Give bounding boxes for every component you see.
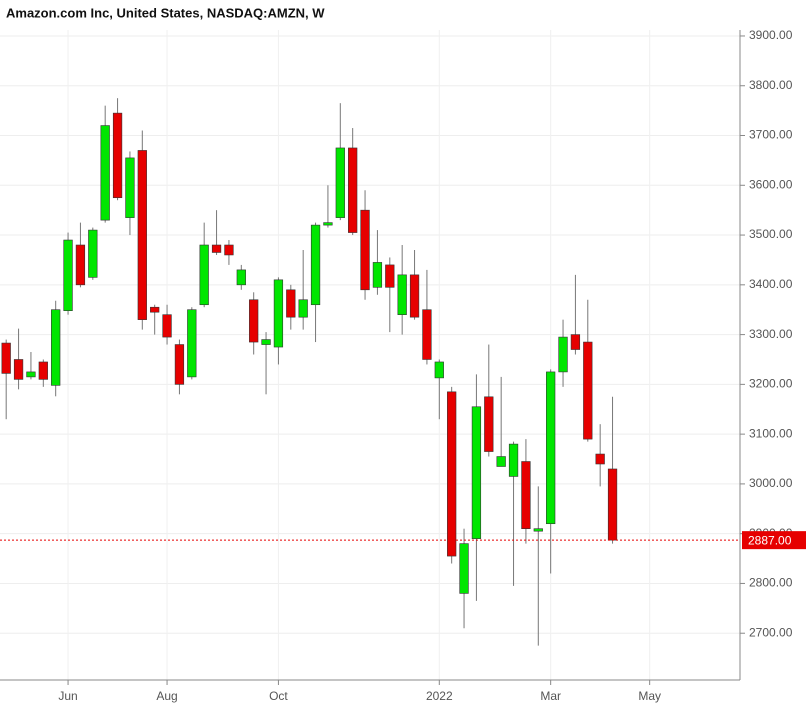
- candle-body: [51, 309, 61, 386]
- x-tick-label: 2022: [426, 689, 453, 703]
- candle-body: [13, 359, 24, 380]
- candle-body: [112, 112, 123, 199]
- y-tick-label: 2700.00: [749, 625, 793, 639]
- y-tick-label: 3200.00: [749, 377, 793, 391]
- y-tick-label: 3700.00: [749, 128, 793, 142]
- candle-body: [273, 279, 284, 348]
- candle-body: [249, 299, 259, 343]
- candle-body: [595, 453, 605, 465]
- candle-body: [434, 361, 444, 379]
- candle-body: [459, 543, 469, 594]
- y-tick-label: 2800.00: [749, 576, 793, 590]
- last-price-box: [742, 531, 806, 550]
- candle-body: [261, 339, 271, 345]
- candle-body: [224, 244, 234, 256]
- x-tick-label: May: [638, 689, 661, 703]
- candle-body: [187, 309, 197, 378]
- x-tick-label: Oct: [269, 689, 288, 703]
- candle-body: [533, 528, 543, 532]
- candle-body: [496, 456, 506, 467]
- candle-body: [137, 150, 147, 320]
- y-tick-label: 3300.00: [749, 327, 793, 341]
- candle-body: [323, 222, 333, 226]
- y-tick-label: 3900.00: [749, 28, 793, 42]
- x-tick-label: Jun: [58, 689, 77, 703]
- y-tick-label: 3000.00: [749, 476, 793, 490]
- candle-body: [310, 224, 321, 306]
- y-tick-label: 3800.00: [749, 78, 793, 92]
- candle-body: [100, 125, 110, 221]
- candle-body: [360, 209, 370, 291]
- candle-body: [471, 406, 482, 539]
- candle-body: [385, 264, 395, 288]
- x-tick-label: Mar: [540, 689, 561, 703]
- chart-title: Amazon.com Inc, United States, NASDAQ:AM…: [6, 5, 325, 20]
- candle-body: [348, 147, 358, 233]
- candle-body: [162, 314, 172, 338]
- candle-body: [546, 371, 556, 525]
- candle-body: [521, 461, 531, 529]
- candle-body: [397, 274, 407, 315]
- y-tick-label: 3100.00: [749, 426, 793, 440]
- candle-body: [372, 262, 383, 288]
- candle-body: [508, 443, 519, 477]
- last-price-label: 2887.00: [748, 533, 792, 547]
- candle-body: [286, 289, 296, 318]
- candle-body: [174, 344, 185, 385]
- candle-body: [63, 239, 73, 312]
- candle-body: [607, 468, 618, 541]
- candle-body: [38, 361, 48, 380]
- y-tick-label: 3400.00: [749, 277, 793, 291]
- candle-body: [409, 274, 420, 318]
- candle-body: [583, 341, 593, 440]
- candle-body: [484, 396, 494, 452]
- candle-body: [125, 157, 135, 218]
- y-tick-label: 3600.00: [749, 177, 793, 191]
- candle-body: [1, 342, 11, 374]
- candle-body: [447, 391, 457, 557]
- candle-body: [150, 306, 160, 313]
- y-tick-label: 3500.00: [749, 227, 793, 241]
- x-tick-label: Aug: [156, 689, 177, 703]
- candle-body: [298, 299, 308, 318]
- candle-body: [199, 244, 209, 306]
- candle-body: [570, 334, 581, 350]
- candle-body: [558, 336, 568, 373]
- candle-body: [26, 371, 36, 378]
- candle-body: [75, 244, 86, 286]
- candle-body: [211, 244, 222, 253]
- candle-body: [236, 269, 246, 286]
- candle-body: [335, 147, 345, 218]
- candle-body: [422, 309, 432, 360]
- candle-body: [88, 229, 98, 278]
